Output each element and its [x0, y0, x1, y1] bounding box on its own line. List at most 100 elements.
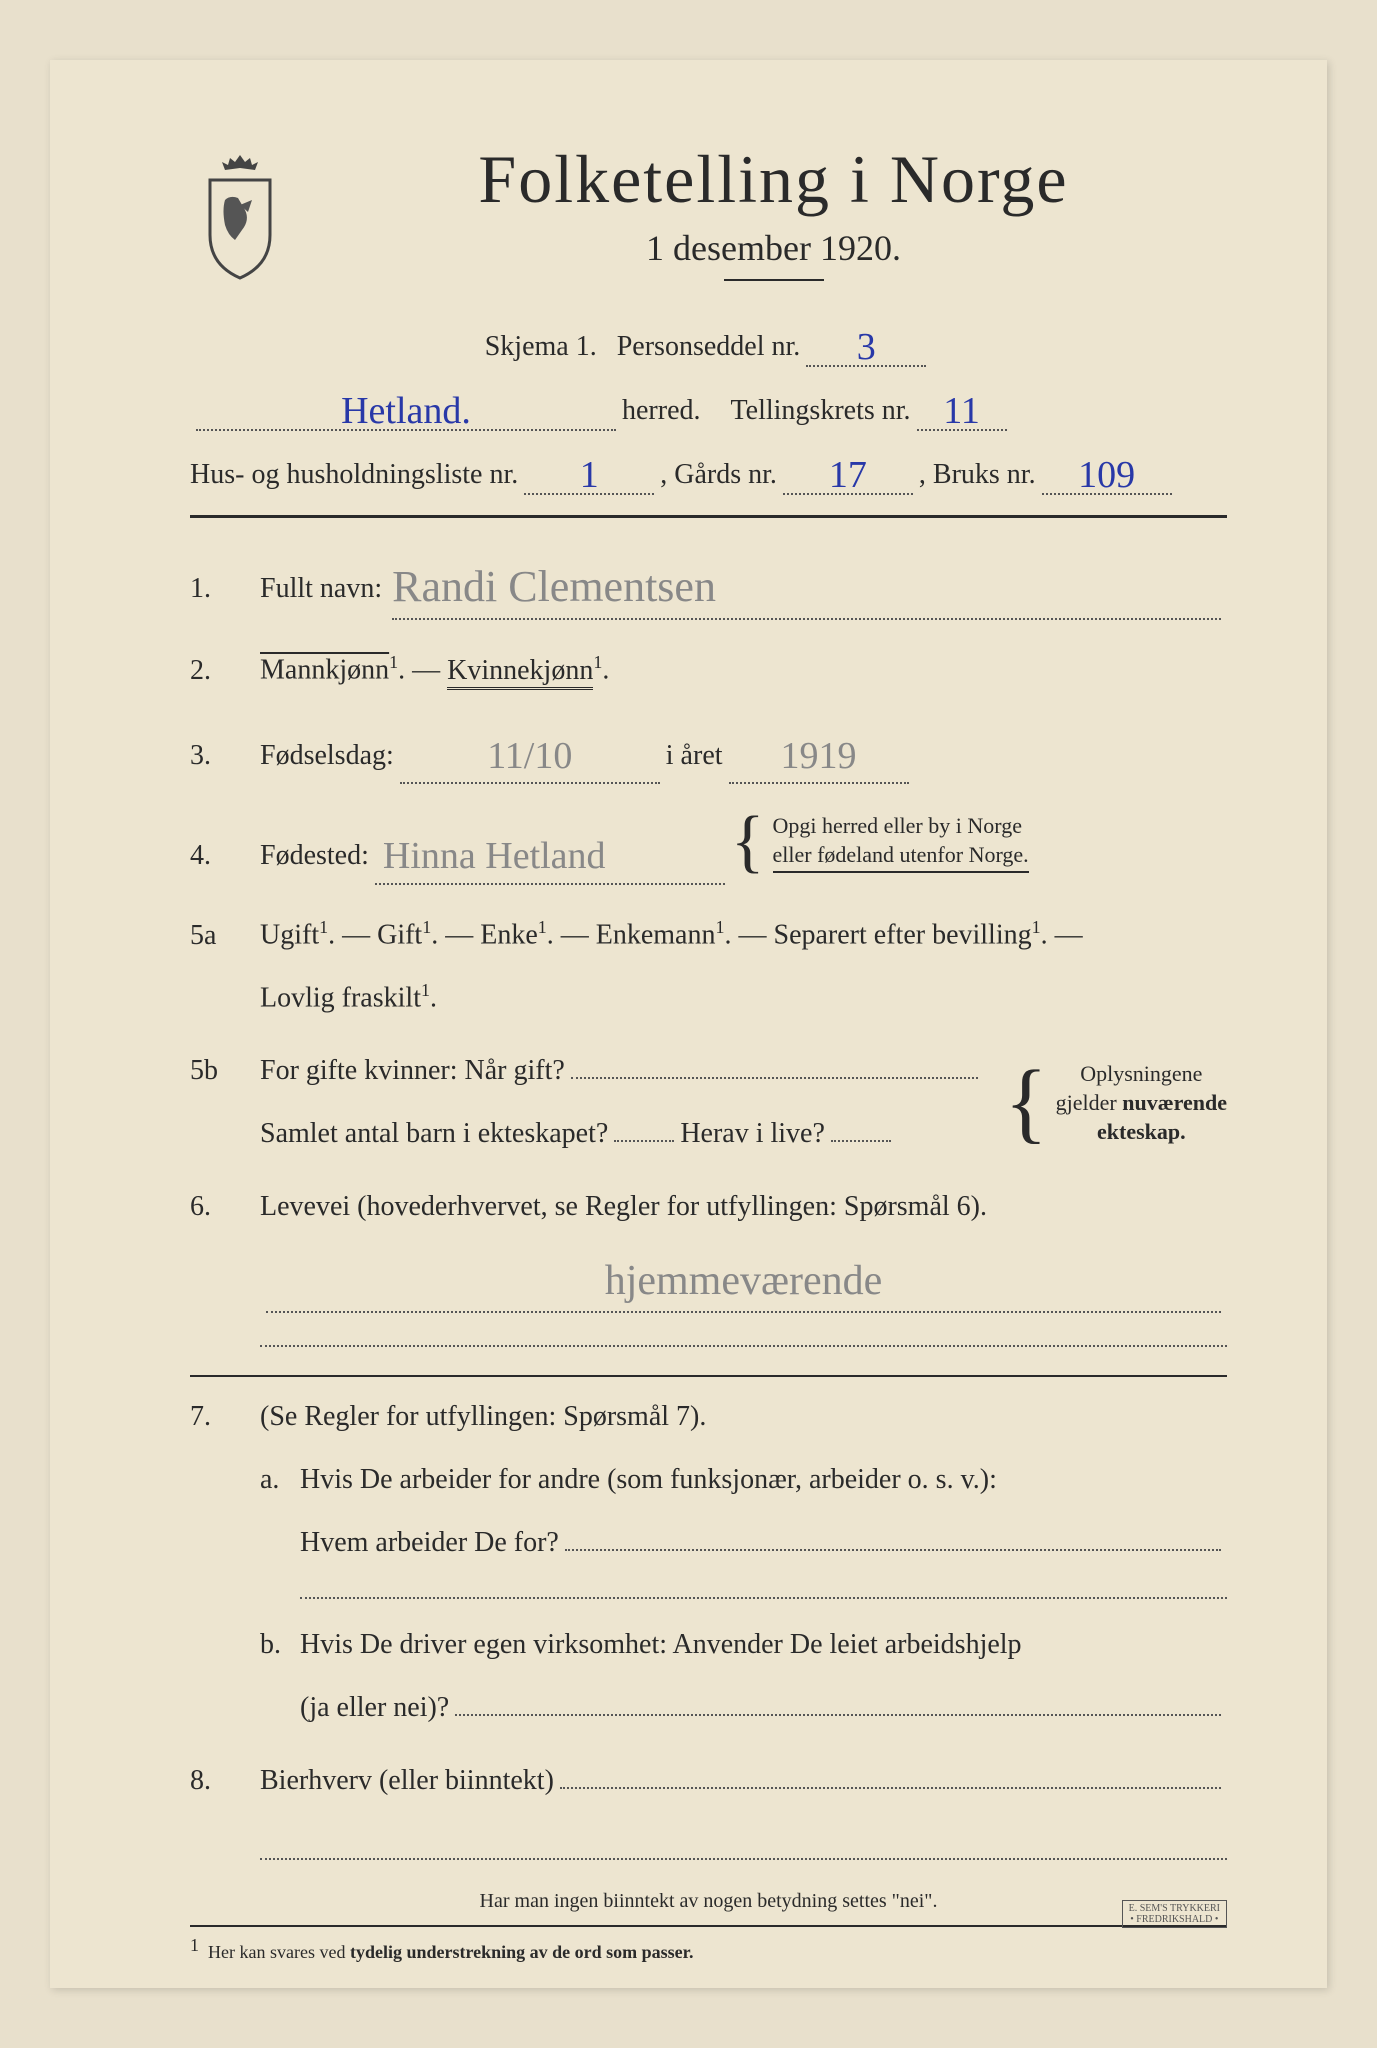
- q4-body: Fødested: Hinna Hetland { Opgi herred el…: [260, 812, 1227, 885]
- question-8: 8. Bierhverv (eller biinntekt): [190, 1759, 1227, 1804]
- husliste-field: 1: [524, 449, 654, 495]
- skjema-label: Skjema 1.: [485, 331, 597, 363]
- q5a-fraskilt: Lovlig fraskilt: [260, 983, 421, 1014]
- title-underline: [724, 279, 824, 281]
- q2-mann: Mannkjønn: [260, 655, 389, 686]
- question-6: 6. Levevei (hovederhvervet, se Regler fo…: [190, 1185, 1227, 1347]
- q7b-field: [455, 1714, 1221, 1716]
- q5b-body: For gifte kvinner: Når gift? Samlet anta…: [260, 1049, 1227, 1157]
- q4-note: Opgi herred eller by i Norge eller fødel…: [773, 812, 1029, 872]
- bruks-field: 109: [1042, 449, 1172, 495]
- printer-line1: E. SEM'S TRYKKERI: [1129, 1903, 1220, 1914]
- q5b-field1: [571, 1077, 979, 1079]
- q3-year-field: 1919: [729, 722, 909, 785]
- tellingskrets-label: Tellingskrets nr.: [731, 395, 911, 427]
- q8-field: [560, 1787, 1221, 1789]
- bruks-value: 109: [1078, 454, 1135, 496]
- question-7: 7. (Se Regler for utfyllingen: Spørsmål …: [190, 1395, 1227, 1731]
- q8-label: Bierhverv (eller biinntekt): [260, 1759, 554, 1804]
- q5b-field2: [614, 1140, 674, 1142]
- coat-of-arms-icon: [190, 150, 290, 280]
- q2-kvinne: Kvinnekjønn: [447, 655, 593, 690]
- q6-field: hjemmeværende: [266, 1244, 1221, 1313]
- q6-value: hjemmeværende: [605, 1258, 883, 1304]
- meta-line-2: Hetland. herred. Tellingskrets nr. 11: [190, 385, 1227, 431]
- q4-note-block: { Opgi herred eller by i Norge eller fød…: [731, 812, 1029, 872]
- q4-field: Hinna Hetland: [375, 822, 725, 885]
- q5b-line1a: For gifte kvinner: Når gift?: [260, 1049, 565, 1094]
- tellingskrets-field: 11: [917, 385, 1007, 431]
- printer-line2: • FREDRIKSHALD •: [1129, 1914, 1220, 1925]
- question-5a: 5a Ugift1. — Gift1. — Enke1. — Enkemann1…: [190, 913, 1227, 1021]
- footnote-sup-num: 1: [190, 1935, 199, 1955]
- q1-value: Randi Clementsen: [392, 562, 716, 611]
- divider-top: [190, 515, 1227, 518]
- q7a-text1: Hvis De arbeider for andre (som funksjon…: [300, 1458, 1227, 1503]
- question-5b: 5b For gifte kvinner: Når gift? Samlet a…: [190, 1049, 1227, 1157]
- census-form-page: Folketelling i Norge 1 desember 1920. Sk…: [50, 60, 1327, 1988]
- bruks-label: , Bruks nr.: [919, 459, 1036, 491]
- q4-num: 4.: [190, 840, 260, 872]
- q3-label: Fødselsdag:: [260, 734, 394, 779]
- q5b-note2-bold: nuværende: [1122, 1090, 1227, 1115]
- main-title: Folketelling i Norge: [320, 140, 1227, 219]
- question-1: 1. Fullt navn: Randi Clementsen: [190, 548, 1227, 620]
- meta-line-3: Hus- og husholdningsliste nr. 1 , Gårds …: [190, 449, 1227, 495]
- personseddel-label: Personseddel nr.: [617, 331, 801, 363]
- footnote-sup: 1 Her kan svares ved tydelig understrekn…: [190, 1925, 1227, 1963]
- meta-line-1: Skjema 1. Personseddel nr. 3: [190, 321, 1227, 367]
- brace-icon-2: {: [1004, 1067, 1047, 1139]
- q5b-note: Oplysningene gjelder nuværende ekteskap.: [1056, 1060, 1227, 1146]
- subtitle: 1 desember 1920.: [320, 227, 1227, 269]
- brace-icon: {: [731, 814, 765, 870]
- q7a-line2: [300, 1571, 1227, 1599]
- q5a-gift: Gift: [377, 920, 422, 951]
- q5a-body: Ugift1. — Gift1. — Enke1. — Enkemann1. —…: [260, 913, 1227, 1021]
- q3-year-label: i året: [666, 734, 723, 779]
- q5b-field3: [831, 1140, 891, 1142]
- q7b-letter: b.: [260, 1623, 300, 1731]
- q5b-note-block: { Oplysningene gjelder nuværende ekteska…: [1004, 1060, 1227, 1146]
- q7b: b. Hvis De driver egen virksomhet: Anven…: [260, 1623, 1227, 1731]
- q8-body: Bierhverv (eller biinntekt): [260, 1759, 1227, 1804]
- husliste-value: 1: [580, 454, 599, 496]
- q3-body: Fødselsdag: 11/10 i året 1919: [260, 722, 1227, 785]
- q5b-note1: Oplysningene: [1056, 1060, 1227, 1089]
- footnote-note: Har man ingen biinntekt av nogen betydni…: [190, 1890, 1227, 1913]
- herred-field: Hetland.: [196, 385, 616, 431]
- q8-extra-line: [260, 1832, 1227, 1860]
- question-3: 3. Fødselsdag: 11/10 i året 1919: [190, 722, 1227, 785]
- title-block: Folketelling i Norge 1 desember 1920.: [320, 140, 1227, 281]
- q5a-ugift: Ugift: [260, 920, 319, 951]
- q7b-text1: Hvis De driver egen virksomhet: Anvender…: [300, 1623, 1227, 1668]
- q1-label: Fullt navn:: [260, 567, 382, 612]
- q2-body: Mannkjønn1. — Kvinnekjønn1.: [260, 648, 1227, 693]
- q1-num: 1.: [190, 573, 260, 605]
- q5a-separert: Separert efter bevilling: [774, 920, 1032, 951]
- q1-field: Randi Clementsen: [392, 548, 1221, 620]
- q7b-text2: (ja eller nei)?: [300, 1686, 449, 1731]
- q5b-note3-bold: ekteskap.: [1097, 1119, 1186, 1144]
- q6-num: 6.: [190, 1191, 260, 1223]
- q2-num: 2.: [190, 655, 260, 687]
- q3-year: 1919: [781, 735, 857, 777]
- q1-body: Fullt navn: Randi Clementsen: [260, 548, 1227, 620]
- q2-sup2: 1: [593, 652, 602, 672]
- gards-label: , Gårds nr.: [660, 459, 777, 491]
- question-4: 4. Fødested: Hinna Hetland { Opgi herred…: [190, 812, 1227, 885]
- husliste-label: Hus- og husholdningsliste nr.: [190, 459, 518, 491]
- q4-value: Hinna Hetland: [383, 835, 606, 877]
- gards-field: 17: [783, 449, 913, 495]
- q5b-line2a: Samlet antal barn i ekteskapet?: [260, 1112, 608, 1157]
- questions: 1. Fullt navn: Randi Clementsen 2. Mannk…: [190, 548, 1227, 1963]
- question-2: 2. Mannkjønn1. — Kvinnekjønn1.: [190, 648, 1227, 693]
- q7-num: 7.: [190, 1401, 260, 1433]
- q5b-line2b: Herav i live?: [680, 1112, 825, 1157]
- q6-line2: [260, 1319, 1227, 1347]
- q7a-text2: Hvem arbeider De for?: [300, 1521, 559, 1566]
- gards-value: 17: [829, 454, 867, 496]
- header: Folketelling i Norge 1 desember 1920.: [190, 140, 1227, 281]
- q2-dash: . —: [398, 655, 447, 686]
- q7-body: (Se Regler for utfyllingen: Spørsmål 7).…: [260, 1395, 1227, 1731]
- q2-sup1: 1: [389, 652, 398, 672]
